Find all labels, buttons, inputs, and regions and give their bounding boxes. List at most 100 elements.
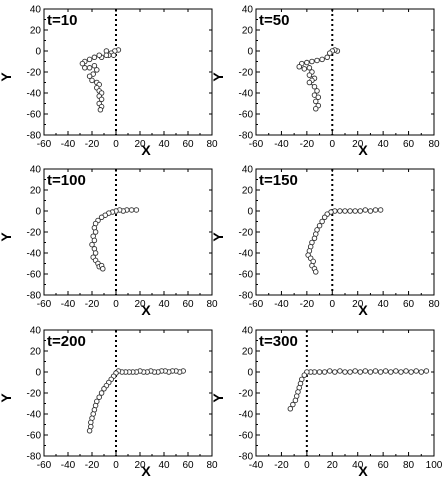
data-point <box>352 368 358 374</box>
y-axis-label: Y <box>0 232 14 242</box>
data-point <box>96 52 102 58</box>
x-axis-label: X <box>141 463 151 477</box>
data-point <box>388 369 394 375</box>
panel-3: -60 -40 -20 0 20 40 60 80-80-60-40-2002040t=100… <box>0 165 218 319</box>
trajectory-line <box>289 370 427 410</box>
data-point <box>377 369 384 375</box>
data-point <box>393 368 399 374</box>
x-tick-label: -20 <box>300 139 315 150</box>
data-point <box>89 241 95 248</box>
data-point <box>403 368 409 374</box>
data-point <box>98 96 105 103</box>
data-point <box>86 73 93 79</box>
y-tick-label: 0 <box>35 47 41 58</box>
y-tick-label: -40 <box>27 89 42 100</box>
x-tick-label: 60 <box>182 139 194 150</box>
y-axis-label: Y <box>0 393 14 403</box>
panel-6: -40 -20 0 20 40 60 80 100 -80 -60 -40 -20 0 20 40 t=300… <box>210 326 443 477</box>
y-tick-label: -20 <box>27 389 42 400</box>
y-tick-label: 20 <box>242 26 254 37</box>
data-point <box>89 77 95 84</box>
x-tick-label: -40 <box>61 139 76 150</box>
data-point <box>306 79 313 86</box>
y-tick-label: -40 <box>239 249 254 260</box>
y-tick-label: -80 <box>27 452 42 463</box>
data-point <box>316 369 323 375</box>
y-axis-label: Y <box>210 72 226 82</box>
data-point <box>398 369 404 375</box>
data-point <box>337 368 343 374</box>
y-tick-label: -40 <box>27 410 42 421</box>
data-point <box>91 237 98 244</box>
y-tick-label: -20 <box>239 68 254 79</box>
x-tick-label: -60 <box>249 139 264 150</box>
x-tick-label: -60 <box>249 299 264 310</box>
data-point <box>98 390 105 396</box>
y-tick-label: -40 <box>27 249 42 260</box>
y-tick-label: -20 <box>27 228 42 239</box>
data-point <box>313 105 319 112</box>
data-point <box>91 62 98 69</box>
x-tick-label: -60 <box>37 139 52 150</box>
data-point <box>372 368 379 374</box>
data-point <box>352 208 358 214</box>
x-tick-label: -20 <box>85 299 100 310</box>
x-tick-label: -20 <box>85 139 100 150</box>
data-point <box>306 65 313 71</box>
y-tick-label: -60 <box>239 431 254 442</box>
x-tick-label: -20 <box>300 299 315 310</box>
data-point <box>362 368 369 374</box>
data-point <box>342 369 348 375</box>
x-tick-label: 0 <box>330 139 336 150</box>
data-point <box>301 66 308 72</box>
panel-2: -60 -40 -20 0 20 40 60 80-80-60-40-2002040t=50X… <box>210 5 440 159</box>
data-point <box>306 72 313 78</box>
y-tick-label: 20 <box>242 347 254 358</box>
y-tick-label: 0 <box>35 207 41 218</box>
data-point <box>94 67 100 73</box>
x-tick-label: -40 <box>61 460 76 471</box>
x-tick-label: 80 <box>206 460 218 471</box>
y-tick-label: 20 <box>30 186 42 197</box>
y-tick-label: -80 <box>239 291 254 302</box>
x-tick-label: -40 <box>274 139 289 150</box>
y-tick-label: 20 <box>30 26 42 37</box>
x-tick-label: 60 <box>403 139 415 150</box>
data-point <box>357 369 364 375</box>
x-tick-label: -40 <box>249 460 264 471</box>
data-point <box>110 52 117 58</box>
y-tick-label: -40 <box>239 410 254 421</box>
panel-title: t=200 <box>47 333 86 350</box>
data-point <box>315 94 322 100</box>
data-point <box>133 207 140 213</box>
x-tick-label: 20 <box>134 460 146 471</box>
y-tick-label: 0 <box>247 368 253 379</box>
x-tick-label: 40 <box>378 299 390 310</box>
x-tick-label: 40 <box>158 299 170 310</box>
data-point <box>98 214 105 221</box>
panel-title: t=50 <box>259 12 289 29</box>
data-point <box>314 88 320 94</box>
x-tick-label: -60 <box>37 460 52 471</box>
y-tick-label: -60 <box>239 270 254 281</box>
data-point <box>367 369 374 375</box>
data-point <box>418 369 425 375</box>
x-tick-label: 0 <box>113 460 119 471</box>
x-tick-label: 40 <box>352 460 364 471</box>
x-tick-label: 60 <box>182 460 194 471</box>
data-point <box>92 229 99 235</box>
data-point <box>309 58 315 65</box>
data-point <box>311 235 318 242</box>
data-point <box>86 65 93 71</box>
y-tick-label: -80 <box>27 291 42 302</box>
x-tick-label: 0 <box>304 460 310 471</box>
data-point <box>101 386 107 392</box>
data-point <box>324 54 330 61</box>
data-point <box>347 208 353 214</box>
data-point <box>292 397 299 404</box>
data-point <box>313 98 319 105</box>
data-point <box>91 54 98 61</box>
x-tick-label: 80 <box>206 299 218 310</box>
y-tick-label: 40 <box>30 5 42 16</box>
data-point <box>342 208 348 214</box>
